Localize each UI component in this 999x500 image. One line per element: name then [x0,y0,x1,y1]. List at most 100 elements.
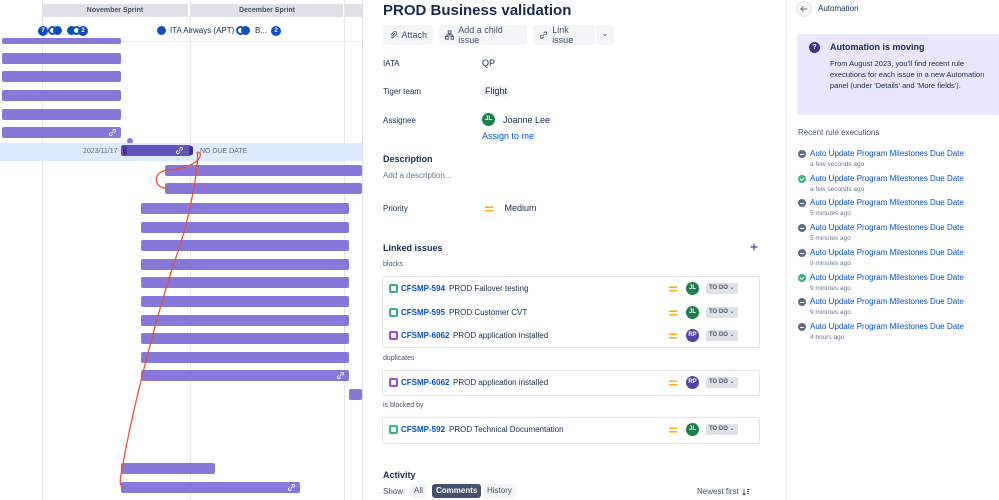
count-badge[interactable]: 7 [38,26,48,36]
add-icon[interactable] [750,243,758,251]
add-child-issue-button[interactable]: Add a child issue [439,25,527,45]
issue-key[interactable]: CFSMP-594 [401,284,446,294]
story-icon [389,284,398,293]
linked-issue-row[interactable]: CFSMP-594 PROD Failover testing JL TO DO… [383,277,759,301]
rule-name-link[interactable]: Auto Update Program Milestones Due Date [810,223,964,232]
issue-summary[interactable]: PROD Technical Documentation [449,425,564,435]
release-marker[interactable] [157,26,166,35]
release-marker[interactable] [53,26,62,35]
tiger-team-value[interactable]: Flight [482,85,511,97]
timeline-bar[interactable] [165,165,362,176]
back-button[interactable] [796,1,812,17]
sprint-header-december[interactable]: December Sprint [191,4,343,17]
avatar[interactable]: JL [686,282,699,295]
release-label[interactable]: ITA Airways (APT) [170,26,235,35]
resize-handle-start[interactable] [123,146,127,155]
filter-all[interactable]: All [410,484,427,498]
status-dropdown[interactable]: TO DO ⌄ [706,283,738,294]
status-dropdown[interactable]: TO DO ⌄ [706,377,738,388]
chevron-down-icon [603,33,607,37]
selected-timeline-bar[interactable] [121,145,191,156]
issue-summary[interactable]: PROD Customer CVT [449,307,528,317]
issue-key[interactable]: CFSMP-592 [401,425,446,435]
timeline-bar[interactable] [141,352,349,363]
priority-medium-icon [669,286,677,292]
priority-field[interactable]: Medium [485,203,537,213]
timeline-bar[interactable] [2,38,121,44]
avatar[interactable]: RP [686,329,699,342]
automation-panel: Automation ? Automation is moving From A… [786,0,999,500]
linked-issue-row[interactable]: CFSMP-6062 PROD application installed RP… [383,324,759,348]
attach-label: Attach [401,30,427,40]
linked-issue-row[interactable]: CFSMP-595 PROD Customer CVT JL TO DO ⌄ [383,301,759,325]
issue-summary[interactable]: PROD application installed [453,378,549,388]
timeline-bar[interactable] [349,389,362,400]
timeline-bar[interactable] [141,370,349,381]
issue-key[interactable]: CFSMP-6062 [401,331,450,341]
link-issue-button[interactable]: Link issue [533,25,595,45]
timeline-bar[interactable] [141,240,349,251]
timeline-bar[interactable] [121,482,300,493]
assignee-field[interactable]: JL Joanne Lee [482,113,550,126]
rule-name-link[interactable]: Auto Update Program Milestones Due Date [810,149,964,158]
status-dropdown[interactable]: TO DO ⌄ [706,306,738,318]
timeline-bar[interactable] [141,222,349,233]
timeline-bar[interactable] [141,333,349,344]
sort-toggle[interactable]: Newest first [697,487,750,496]
status-label: TO DO [709,426,728,432]
sort-icon [741,488,750,496]
timeline-bar[interactable] [2,127,121,138]
linked-issue-row[interactable]: CFSMP-6062 PROD application installed RP… [383,371,759,395]
status-dropdown[interactable]: TO DO ⌄ [706,330,738,341]
issue-title[interactable]: PROD Business validation [383,2,572,19]
timeline-bar[interactable] [165,183,362,194]
timeline-bar[interactable] [2,71,121,82]
rule-name-link[interactable]: Auto Update Program Milestones Due Date [810,198,964,207]
rule-name-link[interactable]: Auto Update Program Milestones Due Date [810,322,964,331]
timeline-bar[interactable] [2,90,121,101]
timeline-bar[interactable] [2,109,121,120]
timeline-bar[interactable] [141,296,349,307]
avatar[interactable]: RP [686,376,699,389]
rule-name-link[interactable]: Auto Update Program Milestones Due Date [810,297,964,306]
rule-name-link[interactable]: Auto Update Program Milestones Due Date [810,273,964,282]
timeline-bar[interactable] [121,463,215,474]
dependency-handle[interactable] [127,138,133,144]
filter-comments[interactable]: Comments [432,484,482,498]
description-input[interactable]: Add a description... [383,171,452,180]
hierarchy-icon [445,30,455,40]
assign-to-me-link[interactable]: Assign to me [482,131,535,141]
release-marker[interactable] [241,26,250,35]
link-type-label: blocks [383,261,403,268]
filter-history[interactable]: History [483,484,516,498]
avatar[interactable]: JL [686,305,699,319]
timeline-bar[interactable] [141,315,349,326]
resize-handle-end[interactable] [189,146,193,155]
count-badge[interactable]: 2 [271,26,281,36]
status-dropdown[interactable]: TO DO ⌄ [706,424,738,435]
release-marker[interactable] [67,26,76,35]
sprint-header-november[interactable]: November Sprint [42,4,188,17]
issue-summary[interactable]: PROD Failover testing [449,284,529,294]
timeline-bar[interactable] [2,53,121,64]
sprint-header-next[interactable] [345,4,362,17]
attach-button[interactable]: Attach [383,25,433,45]
timeline-bar[interactable] [141,203,349,214]
more-actions-dropdown[interactable] [596,25,614,45]
add-child-label: Add a child issue [458,25,503,45]
issue-key[interactable]: CFSMP-6062 [401,378,450,388]
arrow-left-icon [800,6,807,12]
rule-name-link[interactable]: Auto Update Program Milestones Due Date [810,248,964,257]
rule-name-link[interactable]: Auto Update Program Milestones Due Date [810,174,964,183]
notice-title: Automation is moving [830,42,925,52]
iata-value[interactable]: QP [482,58,496,68]
count-badge[interactable]: 2 [78,26,88,36]
issue-summary[interactable]: PROD application installed [453,331,549,341]
avatar[interactable]: JL [686,423,699,436]
timeline-bar[interactable] [141,277,349,288]
release-label[interactable]: B... [255,26,268,35]
linked-issue-row[interactable]: CFSMP-592 PROD Technical Documentation J… [383,418,759,442]
issue-key[interactable]: CFSMP-595 [401,307,446,317]
timeline-bar[interactable] [141,259,349,270]
link-issue-label: Link issue [552,25,574,45]
